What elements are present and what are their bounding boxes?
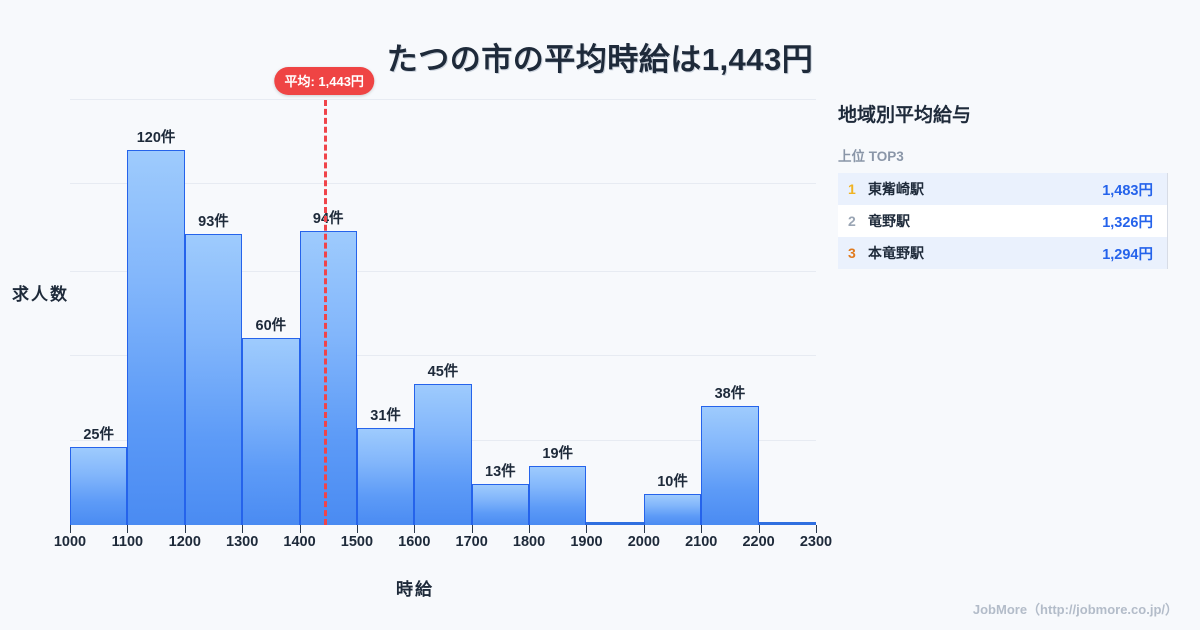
x-axis-ticks: 1000 1100 1200 1300 1400 1500 1600 1700 1800 1900… bbox=[54, 525, 832, 565]
bar-value-label: 25件 bbox=[83, 426, 115, 443]
x-tick-label: 2300 bbox=[799, 534, 833, 550]
x-tick-label: 1200 bbox=[168, 534, 201, 550]
bar: 10件 bbox=[643, 474, 702, 525]
bar-value-label: 120件 bbox=[136, 130, 176, 146]
sidebar-subtitle: 上位 TOP3 bbox=[838, 149, 904, 164]
y-axis-label: 求人数 bbox=[12, 285, 69, 304]
x-tick-label: 2200 bbox=[742, 534, 775, 550]
rank-row[interactable]: 1 東觜崎駅 1,483円 bbox=[838, 173, 1167, 205]
bar: 13件 bbox=[471, 464, 530, 525]
x-tick-label: 1700 bbox=[455, 534, 488, 550]
rank-station-name: 本竜野駅 bbox=[868, 245, 924, 261]
rank-number: 1 bbox=[848, 181, 856, 197]
rank-row[interactable]: 2 竜野駅 1,326円 bbox=[838, 205, 1167, 237]
x-tick bbox=[184, 525, 186, 533]
bar-value-label: 13件 bbox=[485, 464, 516, 481]
bar: 38件 bbox=[701, 386, 759, 525]
x-tick-label: 1300 bbox=[226, 534, 259, 550]
bar bbox=[758, 522, 816, 525]
rank-salary-value: 1,483円 bbox=[1102, 182, 1153, 199]
x-tick bbox=[356, 525, 358, 533]
average-badge: 平均: 1,443円 bbox=[274, 67, 374, 95]
x-tick bbox=[242, 525, 244, 533]
bar: 93件 bbox=[184, 214, 243, 525]
bar: 60件 bbox=[242, 318, 300, 525]
x-tick bbox=[70, 525, 71, 533]
gridline bbox=[70, 183, 816, 185]
rank-row[interactable]: 3 本竜野駅 1,294円 bbox=[838, 237, 1167, 269]
x-tick bbox=[586, 525, 588, 533]
x-tick bbox=[414, 525, 416, 533]
plot-area: 25件 120件 93件 60件 94件 31件 45件 13件 19件 10件 38件 平均: 1… bbox=[70, 67, 816, 525]
bar-value-label: 38件 bbox=[714, 386, 746, 403]
footer-credit: JobMore（http://jobmore.co.jp/） bbox=[972, 602, 1178, 617]
bar-value-label: 10件 bbox=[657, 473, 688, 490]
x-tick bbox=[758, 525, 760, 533]
top3-rank-card: 1 東觜崎駅 1,483円 2 竜野駅 1,326円 3 本竜野駅 1,294円 bbox=[838, 173, 1168, 269]
x-tick bbox=[471, 525, 473, 533]
x-tick-label: 1900 bbox=[570, 534, 603, 550]
x-tick bbox=[127, 525, 129, 533]
rank-number: 3 bbox=[848, 245, 856, 261]
region-salary-sidebar: 地域別平均給与 上位 TOP3 1 東觜崎駅 1,483円 2 竜野駅 1,326円 3 本竜… bbox=[838, 100, 1168, 269]
x-tick-label: 2000 bbox=[627, 534, 660, 550]
x-tick-label: 1400 bbox=[283, 534, 316, 550]
x-tick-label: 1000 bbox=[53, 534, 87, 550]
bar: 45件 bbox=[414, 364, 472, 525]
x-tick bbox=[529, 525, 531, 533]
rank-station-name: 東觜崎駅 bbox=[868, 181, 924, 197]
gridline bbox=[70, 270, 816, 272]
bar: 19件 bbox=[529, 446, 587, 525]
bar: 31件 bbox=[356, 408, 415, 525]
bar-value-label: 45件 bbox=[427, 364, 459, 381]
rank-station-name: 竜野駅 bbox=[868, 213, 910, 229]
bar-value-label: 19件 bbox=[542, 445, 574, 462]
rank-salary-value: 1,294円 bbox=[1102, 246, 1153, 263]
page-title: たつの市の平均時給は1,443円 bbox=[386, 42, 814, 77]
bar: 94件 bbox=[299, 211, 357, 525]
gridline bbox=[70, 99, 816, 100]
bar-value-label: 31件 bbox=[370, 408, 401, 425]
x-tick bbox=[701, 525, 703, 533]
bar-value-label: 94件 bbox=[312, 211, 344, 228]
rank-salary-value: 1,326円 bbox=[1102, 214, 1153, 231]
x-tick-label: 1600 bbox=[398, 534, 431, 550]
bar-value-label: 93件 bbox=[198, 214, 229, 231]
bar-series: 25件 120件 93件 60件 94件 31件 45件 13件 19件 10件 38件 bbox=[70, 100, 816, 525]
sidebar-title: 地域別平均給与 bbox=[838, 105, 972, 126]
gridline bbox=[70, 355, 816, 357]
bar bbox=[586, 522, 644, 525]
average-line bbox=[324, 100, 328, 525]
x-tick bbox=[643, 525, 645, 533]
x-tick-label: 1500 bbox=[340, 534, 374, 550]
x-tick-label: 2100 bbox=[685, 534, 718, 550]
x-axis-label: 時給 bbox=[396, 580, 434, 599]
histogram-chart: 求人数 25件 120件 93件 60件 94件 31件 45件 13件 19件 10件 38件 平… bbox=[0, 67, 832, 605]
bar: 120件 bbox=[127, 130, 185, 525]
x-tick-label: 1100 bbox=[111, 534, 144, 550]
x-tick bbox=[299, 525, 301, 533]
rank-number: 2 bbox=[848, 213, 856, 229]
bar-value-label: 60件 bbox=[255, 317, 287, 334]
x-tick-label: 1800 bbox=[512, 534, 546, 550]
x-tick bbox=[816, 525, 817, 533]
bar: 25件 bbox=[70, 427, 128, 525]
